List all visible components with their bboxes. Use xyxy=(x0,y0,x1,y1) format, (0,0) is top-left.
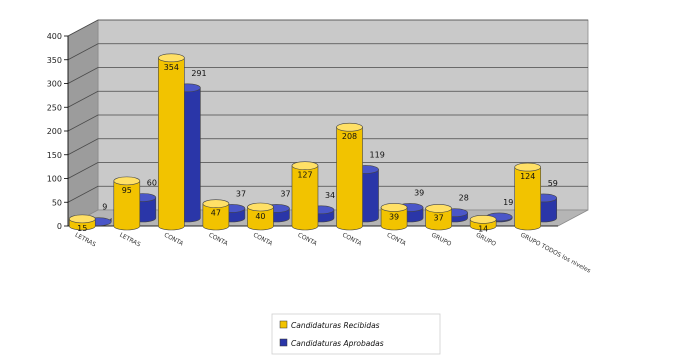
data-label-aprobadas: 19 xyxy=(503,198,513,207)
gridline xyxy=(67,114,588,132)
gridline xyxy=(67,67,588,84)
gridline xyxy=(67,185,588,203)
data-label-recibidas: 39 xyxy=(389,212,399,221)
data-label-aprobadas: 28 xyxy=(459,194,469,203)
data-label-aprobadas: 59 xyxy=(548,179,558,188)
bar-recibidas-body xyxy=(514,166,542,231)
bar-recibidas xyxy=(380,203,408,231)
legend-label-aprobadas: Candidaturas Aprobadas xyxy=(291,339,384,348)
data-label-recibidas: 208 xyxy=(342,132,357,141)
bar-recibidas xyxy=(247,202,274,231)
x-category-label: CONTA xyxy=(386,232,408,248)
y-tick-label: 250 xyxy=(47,103,62,112)
data-labels: 9 15 60 95 291 354 37 47 37 40 34 127 119 208 39 39 28 37… xyxy=(77,63,558,234)
x-category-label: GRUPO xyxy=(475,232,498,248)
x-category-label: GRUPO TODOS los niveles xyxy=(519,232,592,275)
x-category-label: CONTA xyxy=(207,232,229,248)
data-label-recibidas: 47 xyxy=(211,209,221,218)
data-label-recibidas: 40 xyxy=(255,212,265,221)
y-tick-label: 350 xyxy=(47,56,62,65)
data-label-recibidas: 124 xyxy=(520,172,535,181)
bar-recibidas-body xyxy=(202,203,230,231)
x-category-label: GRUPO xyxy=(430,232,453,248)
data-label-recibidas: 37 xyxy=(434,213,444,222)
legend-swatch-aprobadas xyxy=(279,338,288,347)
bar-recibidas-body xyxy=(380,207,408,231)
y-tick-label: 0 xyxy=(57,222,62,231)
bar-recibidas-top xyxy=(514,162,542,172)
bar-recibidas-body xyxy=(425,208,452,231)
gridlines xyxy=(67,19,588,203)
bar-recibidas xyxy=(202,199,230,231)
x-category-label: LETRAS xyxy=(74,232,97,249)
bar-recibidas-top xyxy=(380,203,408,212)
bar-recibidas-top xyxy=(158,53,185,63)
bar-recibidas-top xyxy=(291,161,319,170)
data-label-recibidas: 95 xyxy=(122,186,132,195)
bar-recibidas-top xyxy=(336,122,363,132)
bar-recibidas xyxy=(113,176,141,231)
data-label-aprobadas: 37 xyxy=(236,189,246,198)
bar-recibidas-top xyxy=(469,215,497,224)
x-category-label: CONTA xyxy=(163,232,185,248)
bar-recibidas xyxy=(469,215,497,231)
y-tick-label: 100 xyxy=(47,175,62,184)
x-category-label: CONTA xyxy=(252,232,274,248)
data-label-aprobadas: 34 xyxy=(325,191,335,200)
bar-recibidas-top xyxy=(68,214,96,224)
data-label-recibidas: 14 xyxy=(478,224,488,233)
y-tick-label: 50 xyxy=(52,198,62,207)
gridline xyxy=(67,90,588,108)
bar-recibidas-body xyxy=(247,206,274,231)
x-category-label: CONTA xyxy=(296,232,318,248)
gridline xyxy=(67,43,588,61)
bars xyxy=(68,53,558,231)
x-axis-labels: LETRAS LETRAS CONTA CONTA CONTA CONTA CONTA CON… xyxy=(74,232,592,275)
data-label-aprobadas: 9 xyxy=(102,203,107,212)
y-tick-label: 400 xyxy=(47,32,62,41)
bar-recibidas xyxy=(291,161,319,231)
bar-recibidas-body xyxy=(113,180,141,231)
legend: Candidaturas Recibidas Candidaturas Apro… xyxy=(271,313,441,355)
legend-box xyxy=(271,313,441,355)
data-label-recibidas: 127 xyxy=(297,171,312,180)
bar-recibidas-body xyxy=(291,165,319,231)
bar-recibidas-body xyxy=(158,57,185,231)
data-label-recibidas: 15 xyxy=(77,224,87,233)
x-category-label: LETRAS xyxy=(118,232,141,249)
bar-recibidas-top xyxy=(247,202,274,212)
bar-recibidas xyxy=(158,53,185,231)
legend-label-recibidas: Candidaturas Recibidas xyxy=(291,321,380,330)
bar-recibidas-body xyxy=(336,126,363,231)
legend-swatch-recibidas xyxy=(279,320,288,329)
data-label-aprobadas: 291 xyxy=(191,69,206,78)
gridline xyxy=(67,138,588,156)
data-label-aprobadas: 119 xyxy=(370,150,385,159)
data-label-aprobadas: 37 xyxy=(280,189,290,198)
bar-recibidas-top xyxy=(202,199,230,208)
bar-recibidas xyxy=(514,162,542,231)
data-label-aprobadas: 39 xyxy=(414,188,424,197)
data-label-aprobadas: 60 xyxy=(147,179,157,188)
y-tick-label: 150 xyxy=(47,151,62,160)
y-tick-label: 200 xyxy=(47,127,62,136)
bar-recibidas-top xyxy=(113,176,141,186)
bar-recibidas xyxy=(336,122,363,231)
gridline xyxy=(67,162,588,179)
data-label-recibidas: 354 xyxy=(164,63,179,72)
bar-recibidas xyxy=(425,204,452,231)
bar-recibidas-top xyxy=(425,204,452,213)
x-category-label: CONTA xyxy=(341,232,363,248)
bar-recibidas xyxy=(68,214,96,231)
y-tick-label: 300 xyxy=(47,80,62,89)
gridline xyxy=(67,19,588,37)
